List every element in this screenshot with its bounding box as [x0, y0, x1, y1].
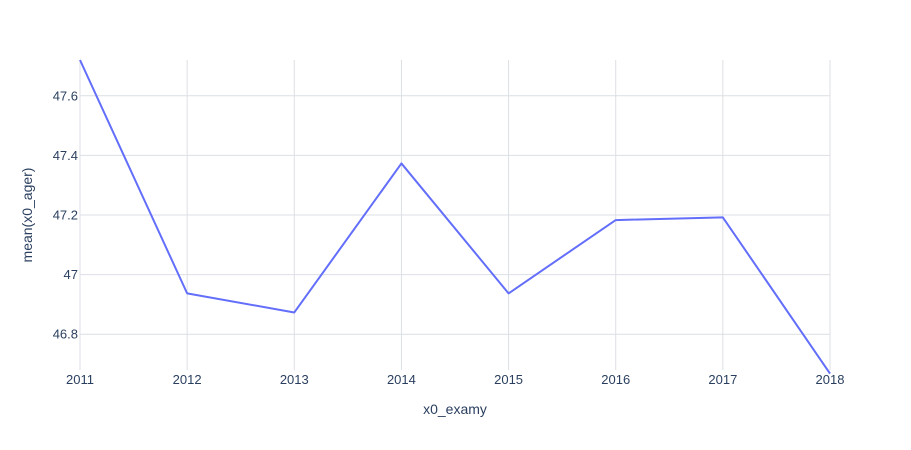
x-tick-label: 2017 [708, 372, 737, 387]
y-tick-label: 46.8 [53, 327, 78, 342]
y-tick-label: 47.2 [53, 208, 78, 223]
series-layer [79, 59, 831, 375]
y-tick-label: 47 [64, 267, 78, 282]
series-line [79, 59, 831, 375]
x-tick-label: 2015 [494, 372, 523, 387]
y-tick-label: 47.6 [53, 88, 78, 103]
y-axis-title: mean(x0_ager) [19, 168, 35, 263]
y-tick-label: 47.4 [53, 148, 78, 163]
x-axis-title: x0_examy [423, 401, 487, 417]
y-tick-labels: 46.8 47 47.2 47.4 47.6 [53, 88, 78, 341]
y-gridlines [80, 95, 830, 335]
x-tick-label: 2012 [173, 372, 202, 387]
x-tick-labels: 2011 2012 2013 2014 2015 2016 2017 2018 [66, 372, 844, 387]
x-tick-label: 2018 [816, 372, 845, 387]
x-tick-label: 2013 [280, 372, 309, 387]
x-tick-label: 2011 [66, 372, 94, 387]
x-tick-label: 2016 [601, 372, 630, 387]
x-tick-label: 2014 [387, 372, 416, 387]
